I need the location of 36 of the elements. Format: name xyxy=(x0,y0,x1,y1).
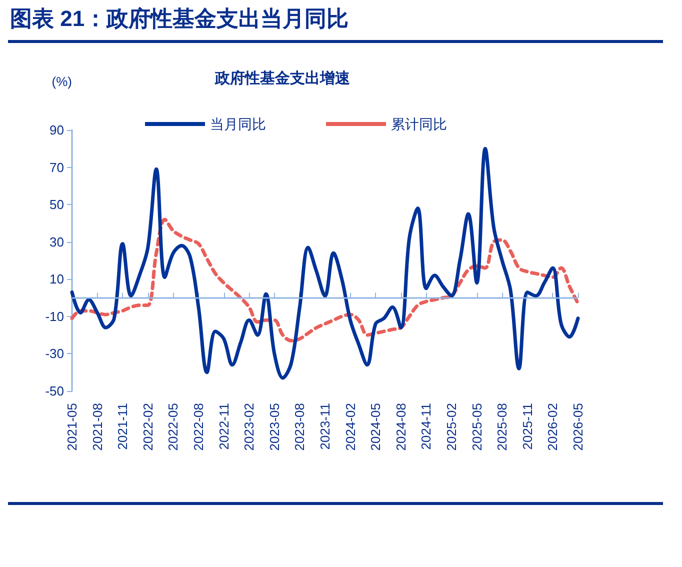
chart-subtitle: 政府性基金支出增速 xyxy=(214,69,351,87)
x-tick-label: 2022-05 xyxy=(166,403,181,451)
x-tick-label: 2021-05 xyxy=(64,403,80,451)
x-tick-label: 2022-11 xyxy=(216,403,232,450)
line-series xyxy=(70,146,580,380)
y-tick-label: -10 xyxy=(45,308,64,324)
x-tick-label: 2025-02 xyxy=(444,403,459,451)
x-tick-label: 2022-02 xyxy=(140,403,156,451)
x-tick-label: 2021-11 xyxy=(115,403,130,450)
x-tick-label: 2024-11 xyxy=(418,403,434,450)
y-tick-label: -30 xyxy=(45,346,64,362)
x-tick-label: 2024-02 xyxy=(342,403,358,451)
x-tick-label: 2022-08 xyxy=(191,403,206,451)
x-tick-label: 2026-05 xyxy=(570,403,586,451)
legend-label: 当月同比 xyxy=(210,116,266,132)
line-series xyxy=(70,218,580,342)
y-tick-label: -50 xyxy=(45,384,64,398)
x-tick-label: 2023-11 xyxy=(318,403,332,450)
x-tick-label: 2025-11 xyxy=(520,403,535,450)
y-tick-label: 10 xyxy=(50,272,64,287)
legend-label: 累计同比 xyxy=(391,116,447,132)
x-tick-label: 2024-08 xyxy=(393,403,408,451)
x-tick-label: 2021-08 xyxy=(90,403,105,451)
y-tick-label: 50 xyxy=(50,197,64,212)
y-tick-label: 30 xyxy=(50,234,64,250)
x-tick-label: 2024-05 xyxy=(368,403,384,451)
x-tick-label: 2023-05 xyxy=(266,403,282,451)
x-tick-label: 2025-08 xyxy=(494,403,510,451)
y-tick-label: 90 xyxy=(50,122,64,138)
y-tick-label: 70 xyxy=(50,160,64,175)
y-axis-title: (%) xyxy=(52,74,72,89)
x-tick-label: 2025-05 xyxy=(469,403,484,451)
x-tick-label: 2026-02 xyxy=(545,403,560,451)
x-tick-label: 2023-08 xyxy=(292,403,308,451)
chart-title: 图表 21：政府性基金支出当月同比 xyxy=(10,5,349,33)
x-tick-label: 2023-02 xyxy=(242,403,257,451)
